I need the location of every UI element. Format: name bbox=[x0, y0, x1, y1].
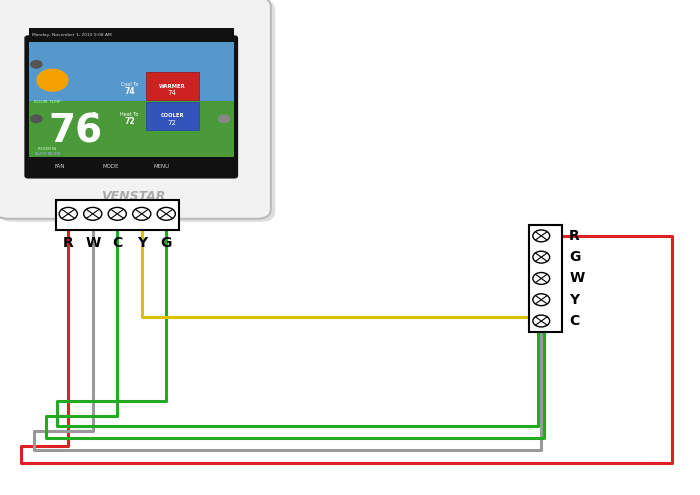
FancyBboxPatch shape bbox=[0, 0, 275, 222]
Text: Y: Y bbox=[569, 293, 579, 307]
Text: 72: 72 bbox=[168, 120, 176, 126]
Circle shape bbox=[133, 207, 151, 220]
Text: °: ° bbox=[89, 111, 97, 129]
Text: ROOM TEMP: ROOM TEMP bbox=[34, 100, 61, 104]
Text: R: R bbox=[63, 236, 74, 249]
Text: Monday, November 1, 2010 9:08 AM: Monday, November 1, 2010 9:08 AM bbox=[32, 33, 112, 37]
Circle shape bbox=[533, 315, 550, 327]
Text: 72: 72 bbox=[124, 117, 135, 126]
FancyBboxPatch shape bbox=[25, 36, 237, 178]
Text: COOLER: COOLER bbox=[160, 113, 184, 118]
Text: ROOM IN: ROOM IN bbox=[38, 147, 57, 150]
Text: Heat To: Heat To bbox=[120, 112, 139, 117]
Text: FAN: FAN bbox=[55, 164, 64, 169]
Circle shape bbox=[30, 114, 43, 123]
Text: G: G bbox=[160, 236, 172, 249]
FancyBboxPatch shape bbox=[0, 0, 271, 219]
Circle shape bbox=[218, 114, 230, 123]
Text: W: W bbox=[569, 271, 584, 286]
Text: C: C bbox=[112, 236, 122, 249]
FancyBboxPatch shape bbox=[29, 28, 234, 42]
Bar bbox=[56, 200, 178, 230]
Text: 76: 76 bbox=[48, 112, 103, 150]
Text: W: W bbox=[85, 236, 100, 249]
Bar bbox=[528, 225, 562, 332]
Circle shape bbox=[59, 207, 77, 220]
Text: 74: 74 bbox=[124, 87, 135, 96]
FancyBboxPatch shape bbox=[146, 102, 199, 130]
Text: MENU: MENU bbox=[153, 164, 170, 169]
FancyBboxPatch shape bbox=[29, 39, 234, 101]
FancyBboxPatch shape bbox=[29, 157, 234, 175]
Circle shape bbox=[533, 272, 550, 284]
FancyBboxPatch shape bbox=[146, 72, 199, 100]
Text: Y: Y bbox=[136, 236, 147, 249]
Circle shape bbox=[533, 251, 550, 263]
Circle shape bbox=[37, 69, 68, 91]
Circle shape bbox=[533, 294, 550, 305]
Circle shape bbox=[157, 207, 176, 220]
Text: Cool To: Cool To bbox=[121, 82, 138, 87]
Text: R: R bbox=[569, 229, 580, 243]
Text: VENSTAR: VENSTAR bbox=[101, 190, 165, 202]
FancyBboxPatch shape bbox=[29, 101, 234, 175]
Text: G: G bbox=[569, 250, 580, 264]
Text: MODE: MODE bbox=[102, 164, 119, 169]
Text: 74: 74 bbox=[168, 90, 176, 96]
Text: C: C bbox=[569, 314, 580, 328]
Text: AUTO MODE: AUTO MODE bbox=[35, 152, 60, 156]
Circle shape bbox=[108, 207, 126, 220]
Text: WARMER: WARMER bbox=[159, 84, 186, 89]
Circle shape bbox=[533, 230, 550, 242]
Circle shape bbox=[84, 207, 102, 220]
Circle shape bbox=[30, 60, 43, 69]
